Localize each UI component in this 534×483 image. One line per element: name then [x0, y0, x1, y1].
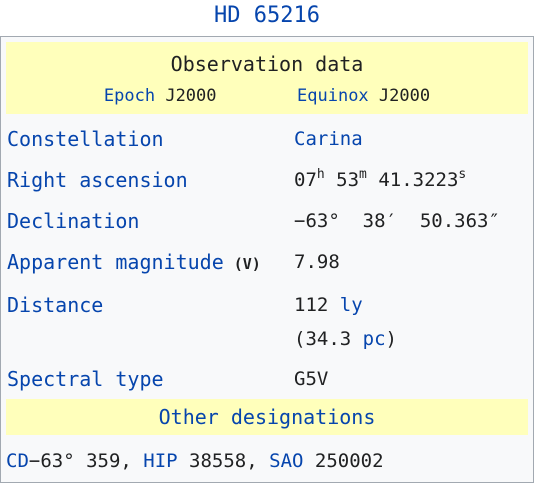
- distance-ly-value: 112: [294, 294, 329, 316]
- parsec-link[interactable]: pc: [362, 328, 386, 350]
- constellation-link[interactable]: Carina: [294, 128, 363, 150]
- observation-header-title: Observation data: [170, 52, 364, 76]
- apparent-magnitude-value: 7.98: [294, 251, 340, 273]
- ra-hours: 07: [294, 169, 317, 191]
- declination-value: −63° 38′ 50.363″: [294, 210, 500, 232]
- hip-link[interactable]: HIP: [143, 450, 178, 472]
- hip-value: 38558,: [177, 450, 270, 472]
- ra-hours-unit: h: [316, 167, 325, 182]
- other-designations-header[interactable]: Other designations: [6, 399, 528, 435]
- spectral-type-value: G5V: [294, 368, 329, 390]
- ra-minutes: 53: [324, 169, 360, 191]
- constellation-label[interactable]: Constellation: [7, 127, 164, 151]
- epoch-value: J2000: [165, 86, 217, 106]
- epoch-equinox-line: Epoch J2000 Equinox J2000: [6, 84, 528, 108]
- sao-value: 250002: [303, 450, 384, 472]
- light-year-link[interactable]: ly: [339, 294, 363, 316]
- constellation-value: Carina: [294, 127, 363, 151]
- infobox-table: Observation data Epoch J2000 Equinox J20…: [0, 36, 534, 483]
- distance-pc-value: (34.3: [294, 328, 363, 350]
- observation-header: Observation data Epoch J2000 Equinox J20…: [6, 42, 528, 114]
- declination-label[interactable]: Declination: [7, 209, 140, 233]
- equinox-value: J2000: [378, 86, 431, 106]
- ra-seconds: 41.3223: [366, 169, 459, 191]
- designations-list: CD−63° 359, HIP 38558, SAO 250002: [6, 449, 384, 473]
- cd-value: −63° 359,: [28, 450, 144, 472]
- epoch-link[interactable]: Epoch: [103, 86, 156, 106]
- apparent-magnitude-link[interactable]: Apparent magnitude: [7, 250, 224, 274]
- distance-label[interactable]: Distance: [7, 293, 104, 317]
- magnitude-band: (V): [233, 255, 261, 273]
- distance-value: 112 ly (34.3 pc): [294, 293, 397, 351]
- apparent-magnitude-label: Apparent magnitude (V): [7, 250, 261, 276]
- ra-minutes-unit: m: [359, 167, 367, 182]
- spectral-type-label[interactable]: Spectral type: [7, 367, 164, 391]
- right-ascension-label[interactable]: Right ascension: [7, 168, 188, 192]
- sao-link[interactable]: SAO: [269, 450, 304, 472]
- distance-pc-close: ): [385, 328, 397, 350]
- equinox-link[interactable]: Equinox: [297, 86, 369, 106]
- ra-seconds-unit: s: [458, 167, 467, 182]
- distance-pc-line: (34.3 pc): [294, 327, 397, 351]
- infobox-title: HD 65216: [214, 3, 320, 28]
- cd-link[interactable]: CD: [6, 450, 29, 472]
- right-ascension-value: 07h 53m 41.3223s: [294, 168, 466, 192]
